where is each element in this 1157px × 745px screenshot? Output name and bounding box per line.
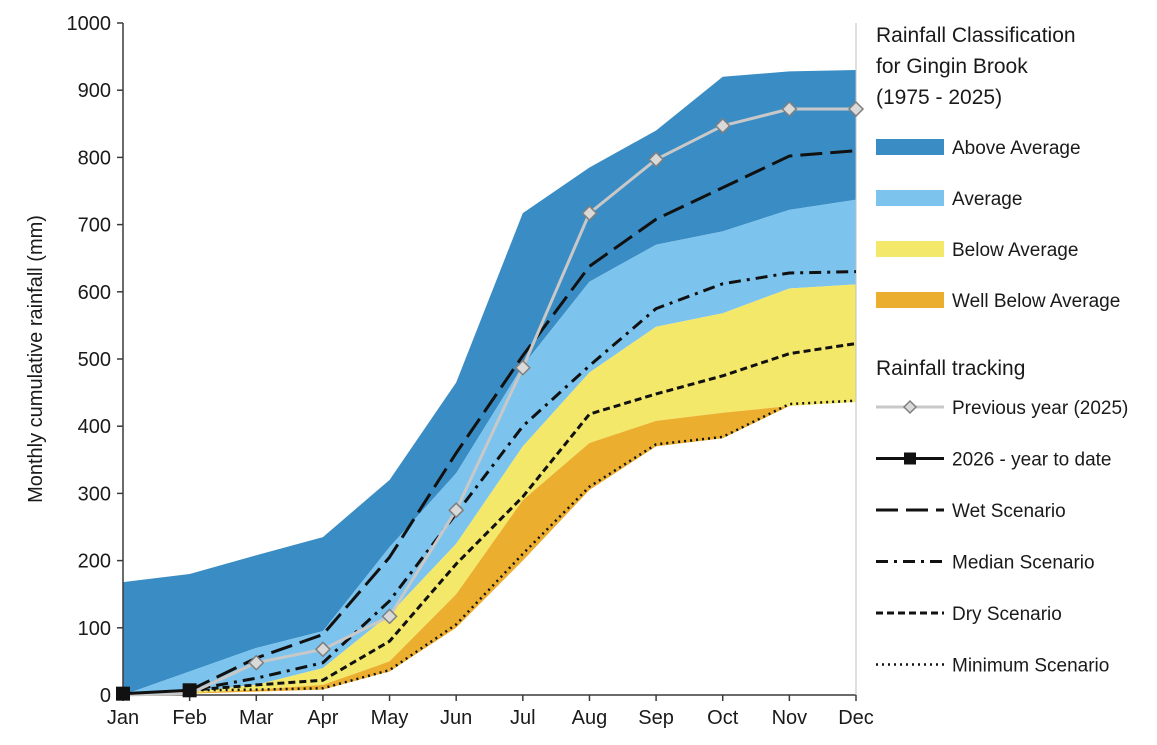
- legend-tracking-title: Rainfall tracking: [876, 357, 1025, 380]
- legend-marker-square: [904, 452, 916, 465]
- legend-label-minimum-scenario: Minimum Scenario: [952, 656, 1109, 677]
- legend-swatch-below-average: [876, 241, 944, 257]
- x-tick-label: Mar: [239, 707, 274, 729]
- point-previous-year: [714, 117, 731, 134]
- legend-label-above-average: Above Average: [952, 138, 1081, 159]
- point-previous-year: [648, 151, 665, 168]
- series-wet-scenario: [188, 149, 857, 692]
- band-average: [123, 199, 856, 695]
- legend-label-median-scenario: Median Scenario: [952, 553, 1095, 574]
- y-tick-label: 200: [78, 551, 111, 573]
- point-year-to-date: [182, 683, 197, 698]
- legend-label-wet-scenario: Wet Scenario: [952, 501, 1066, 522]
- legend-label-well-below-average: Well Below Average: [952, 291, 1120, 312]
- legend-swatch-average: [876, 190, 944, 206]
- point-previous-year: [381, 608, 398, 625]
- scenario-lines: [116, 100, 865, 701]
- band-above-average: [123, 70, 856, 696]
- x-tick-label: Jul: [510, 707, 536, 729]
- legend-title-line: (1975 - 2025): [876, 86, 1002, 109]
- legend-title-line: for Gingin Brook: [876, 55, 1028, 78]
- y-tick-label: 100: [78, 618, 111, 640]
- legend-swatch-well-below-average: [876, 292, 944, 308]
- legend-marker-diamond: [902, 399, 918, 415]
- x-tick-label: Jun: [440, 707, 472, 729]
- y-tick-label: 600: [78, 282, 111, 304]
- point-previous-year: [248, 654, 265, 671]
- point-previous-year: [314, 641, 331, 658]
- legend-title-line: Rainfall Classification: [876, 24, 1076, 47]
- series-2026-year-to-date: [122, 688, 190, 696]
- legend: Rainfall Classification for Gingin Brook (…: [876, 24, 1128, 677]
- y-tick-label: 400: [78, 416, 111, 438]
- y-tick-label: 700: [78, 215, 111, 237]
- x-tick-label: Dec: [838, 707, 874, 729]
- point-previous-year: [581, 205, 598, 222]
- x-tick-label: Feb: [172, 707, 206, 729]
- legend-label-average: Average: [952, 189, 1022, 210]
- point-previous-year: [847, 100, 865, 118]
- x-tick-label: May: [371, 707, 409, 729]
- legend-swatch-above-average: [876, 139, 944, 155]
- axes: 0 100 200 300 400 500 600 700 800 900 1000 Jan Feb Ma…: [25, 13, 874, 729]
- x-tick-label: Apr: [307, 707, 338, 729]
- band-below-average: [123, 284, 856, 695]
- legend-label-previous-year-2025: Previous year (2025): [952, 398, 1128, 419]
- point-year-to-date: [116, 686, 130, 701]
- band-well-below-average: [123, 402, 856, 695]
- y-tick-label: 300: [78, 483, 111, 505]
- y-tick-label: 800: [78, 147, 111, 169]
- point-previous-year: [514, 359, 531, 376]
- x-tick-label: Oct: [707, 707, 739, 729]
- series-dry-scenario: [189, 342, 857, 692]
- series-previous-year-2025: [122, 107, 856, 697]
- series-median-scenario: [189, 270, 857, 692]
- x-tick-label: Aug: [572, 707, 608, 729]
- classification-bands: [123, 70, 856, 696]
- y-tick-label: 900: [78, 80, 111, 102]
- point-previous-year: [781, 100, 798, 118]
- legend-label-2026-year-to-date: 2026 - year to date: [952, 450, 1112, 471]
- point-previous-year: [448, 502, 465, 519]
- legend-label-below-average: Below Average: [952, 240, 1078, 261]
- x-tick-label: Sep: [638, 707, 674, 729]
- y-tick-label: 0: [100, 685, 111, 707]
- y-axis-label: Monthly cumulative rainfall (mm): [25, 215, 47, 503]
- y-tick-label: 500: [78, 349, 111, 371]
- y-tick-label: 1000: [67, 13, 112, 35]
- x-tick-label: Nov: [772, 707, 808, 729]
- legend-label-dry-scenario: Dry Scenario: [952, 604, 1062, 625]
- x-tick-label: Jan: [107, 707, 139, 729]
